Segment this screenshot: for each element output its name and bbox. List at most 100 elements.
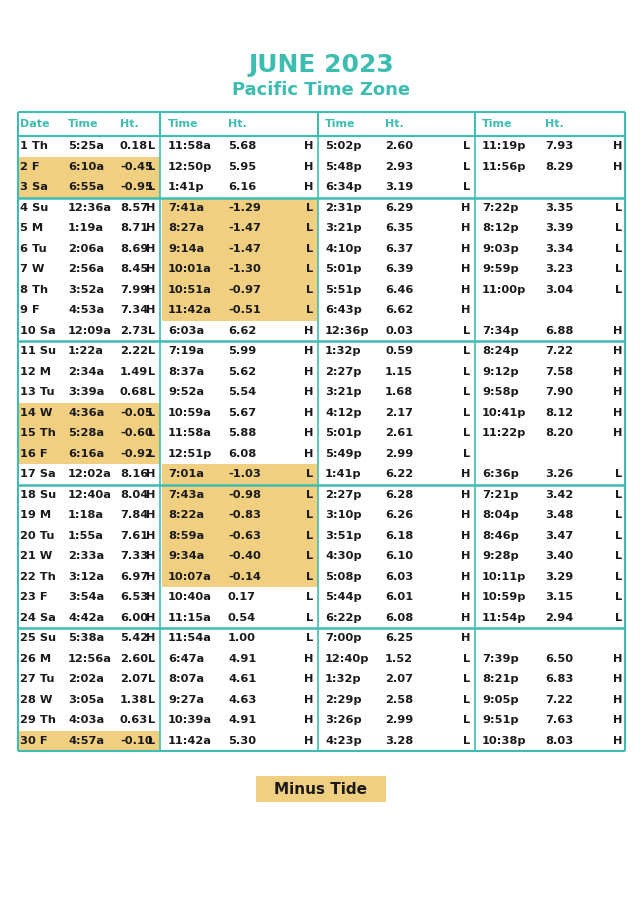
Text: H: H: [303, 716, 313, 725]
Text: H: H: [460, 572, 470, 581]
Bar: [162, 197, 318, 218]
Text: H: H: [460, 531, 470, 541]
Text: 9:05p: 9:05p: [482, 695, 519, 705]
Text: 9:51p: 9:51p: [482, 716, 519, 725]
Text: 6.10: 6.10: [385, 551, 413, 562]
Text: 2:34a: 2:34a: [68, 367, 104, 377]
Text: 5.30: 5.30: [228, 736, 256, 746]
Text: -0.95: -0.95: [120, 182, 153, 193]
Text: 7:22p: 7:22p: [482, 202, 518, 212]
Text: 4 Su: 4 Su: [20, 202, 48, 212]
Text: -0.14: -0.14: [228, 572, 261, 581]
Text: 7:39p: 7:39p: [482, 653, 519, 664]
Text: 3:51p: 3:51p: [325, 531, 361, 541]
Text: 5:44p: 5:44p: [325, 592, 362, 602]
Text: 2:06a: 2:06a: [68, 244, 104, 254]
Text: H: H: [613, 428, 622, 438]
Text: 5:25a: 5:25a: [68, 141, 104, 151]
Text: 6.35: 6.35: [385, 223, 413, 233]
Text: 10:59p: 10:59p: [482, 592, 527, 602]
Text: 5.88: 5.88: [228, 428, 257, 438]
Text: H: H: [145, 634, 155, 643]
Text: 7.58: 7.58: [545, 367, 573, 377]
Text: 11:58a: 11:58a: [168, 428, 212, 438]
Text: 8.12: 8.12: [545, 408, 573, 418]
Text: 7.22: 7.22: [545, 346, 573, 356]
Text: 18 Su: 18 Su: [20, 490, 56, 500]
Bar: [256, 776, 386, 802]
Text: 3.23: 3.23: [545, 265, 574, 274]
Text: H: H: [613, 141, 622, 151]
Text: 11:42a: 11:42a: [168, 736, 212, 746]
Text: 12:36p: 12:36p: [325, 326, 370, 336]
Text: 0.68: 0.68: [120, 387, 149, 397]
Text: 6.08: 6.08: [385, 613, 413, 623]
Text: 5.68: 5.68: [228, 141, 257, 151]
Text: 2:02a: 2:02a: [68, 674, 104, 684]
Text: 30 F: 30 F: [20, 736, 48, 746]
Text: Ht.: Ht.: [545, 119, 564, 129]
Bar: [162, 238, 318, 259]
Text: 3:12a: 3:12a: [68, 572, 104, 581]
Text: H: H: [460, 551, 470, 562]
Bar: [162, 280, 318, 300]
Text: 7.61: 7.61: [120, 531, 148, 541]
Text: 1.49: 1.49: [120, 367, 149, 377]
Text: 3.26: 3.26: [545, 469, 574, 479]
Text: 9:27a: 9:27a: [168, 695, 204, 705]
Text: H: H: [145, 202, 155, 212]
Text: L: L: [148, 449, 155, 459]
Text: Ht.: Ht.: [228, 119, 247, 129]
Text: H: H: [145, 244, 155, 254]
Text: 5:01p: 5:01p: [325, 265, 361, 274]
Text: H: H: [303, 449, 313, 459]
Text: 1:32p: 1:32p: [325, 346, 361, 356]
Text: 2.17: 2.17: [385, 408, 413, 418]
Text: H: H: [460, 490, 470, 500]
Text: L: L: [615, 592, 622, 602]
Text: 5:51p: 5:51p: [325, 284, 361, 295]
Text: 3.15: 3.15: [545, 592, 573, 602]
Text: 3.48: 3.48: [545, 510, 574, 520]
Text: 5.99: 5.99: [228, 346, 257, 356]
Text: 8:59a: 8:59a: [168, 531, 204, 541]
Text: H: H: [303, 141, 313, 151]
Text: 7:01a: 7:01a: [168, 469, 204, 479]
Text: -0.92: -0.92: [120, 449, 153, 459]
Text: L: L: [615, 469, 622, 479]
Text: -1.30: -1.30: [228, 265, 261, 274]
Text: L: L: [148, 367, 155, 377]
Text: 8:07a: 8:07a: [168, 674, 204, 684]
Text: 8.16: 8.16: [120, 469, 149, 479]
Text: 10:07a: 10:07a: [168, 572, 212, 581]
Text: -1.29: -1.29: [228, 202, 261, 212]
Text: L: L: [306, 490, 313, 500]
Text: 4.91: 4.91: [228, 716, 257, 725]
Text: L: L: [148, 162, 155, 172]
Text: H: H: [460, 510, 470, 520]
Text: 3.40: 3.40: [545, 551, 574, 562]
Text: 6.50: 6.50: [545, 653, 573, 664]
Bar: [18, 444, 160, 464]
Text: H: H: [460, 469, 470, 479]
Text: H: H: [145, 510, 155, 520]
Text: 1:22a: 1:22a: [68, 346, 104, 356]
Text: L: L: [306, 202, 313, 212]
Text: 11:56p: 11:56p: [482, 162, 527, 172]
Text: L: L: [615, 202, 622, 212]
Text: L: L: [148, 182, 155, 193]
Text: 12:02a: 12:02a: [68, 469, 112, 479]
Text: 9:58p: 9:58p: [482, 387, 519, 397]
Text: L: L: [463, 736, 470, 746]
Text: 6:22p: 6:22p: [325, 613, 361, 623]
Text: Time: Time: [168, 119, 199, 129]
Text: H: H: [613, 367, 622, 377]
Text: 7:43a: 7:43a: [168, 490, 204, 500]
Text: 9:12p: 9:12p: [482, 367, 519, 377]
Text: 5.54: 5.54: [228, 387, 256, 397]
Text: 9:14a: 9:14a: [168, 244, 204, 254]
Text: 12:50p: 12:50p: [168, 162, 212, 172]
Text: L: L: [148, 653, 155, 664]
Text: 12 M: 12 M: [20, 367, 51, 377]
Text: H: H: [460, 592, 470, 602]
